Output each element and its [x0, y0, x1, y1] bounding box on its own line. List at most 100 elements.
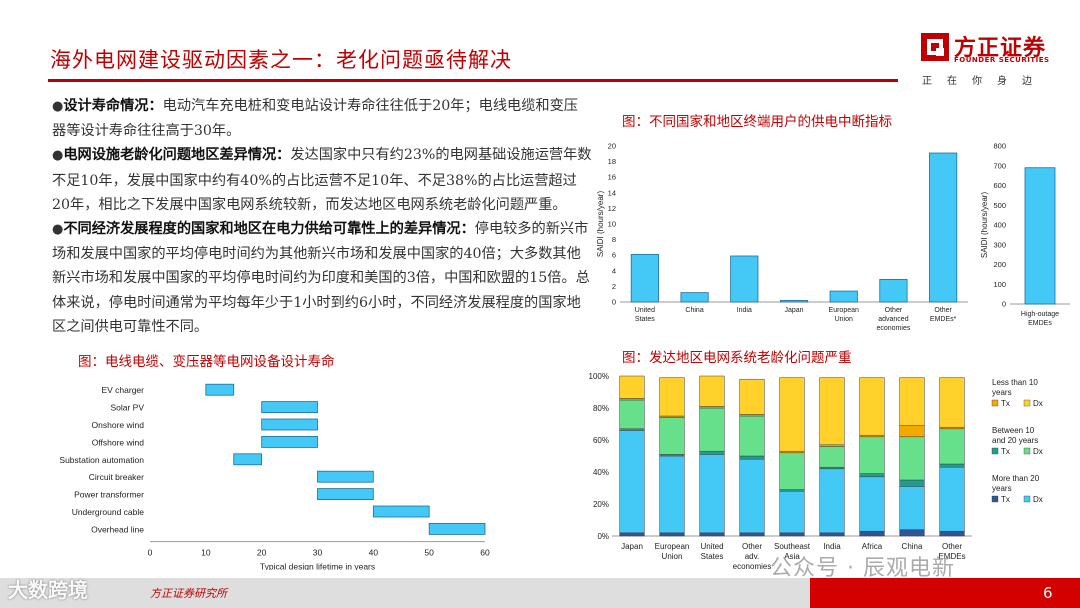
- legend-group-label: Less than 10 years: [992, 378, 1038, 397]
- y-tick-label: 14: [608, 188, 616, 197]
- stack-segment: [699, 454, 725, 534]
- x-tick-label: 30: [313, 548, 323, 558]
- stack-segment: [819, 468, 845, 534]
- bullet-icon: ●: [52, 148, 64, 164]
- paragraph-text: 停电较多的新兴市场和发展中国家的平均停电时间约为其他新兴市场和发展中国家的40倍…: [52, 221, 590, 335]
- y-tick-label: 700: [993, 161, 1006, 170]
- stack-segment: [899, 486, 925, 530]
- stack-segment: [899, 425, 925, 438]
- range-bar: [428, 522, 486, 535]
- bullet-icon: ●: [52, 222, 64, 238]
- stack-segment: [739, 455, 765, 460]
- paragraph-aging-difference: ●电网设施老龄化问题地区差异情况：发达国家中只有约23%的电网基础设施运营年数不…: [52, 143, 592, 217]
- y-tick-label: 500: [993, 201, 1006, 210]
- saidi-bar: [730, 255, 759, 303]
- stack-segment: [619, 399, 645, 430]
- stack-segment: [859, 530, 885, 537]
- stack-segment: [859, 436, 885, 474]
- stack-segment: [899, 479, 925, 487]
- y-tick-label: 40%: [593, 468, 609, 477]
- watermark-right: 公众号 · 辰观电新: [770, 556, 955, 581]
- range-bar: [261, 436, 318, 448]
- saidi-bar: [680, 292, 709, 303]
- saidi-bar: [829, 290, 858, 303]
- range-bar: [261, 401, 318, 414]
- x-tick-label: 0: [148, 548, 153, 558]
- paragraph-text: 发达国家中只有约23%的电网基础设施运营年数不足10年，发展中国家中约有40%的…: [52, 147, 592, 213]
- legend-group-label: More than 20 years: [992, 474, 1040, 493]
- paragraph-text: 电动汽车充电桩和变电站设计寿命往往低于20年；电线电缆和变压器等设计寿命往往高于…: [52, 98, 578, 140]
- paragraph-heading: 设计寿命情况：: [63, 98, 163, 114]
- legend-label: Dx: [1033, 447, 1043, 456]
- x-tick-label: 40: [369, 548, 379, 558]
- watermark-left: 大数跨境: [8, 578, 88, 602]
- y-tick-label: 6: [612, 251, 616, 260]
- category-label: United States: [700, 542, 723, 561]
- saidi-bar: [929, 152, 958, 303]
- category-label: Circuit breaker: [89, 472, 144, 482]
- stack-segment: [779, 377, 805, 452]
- stack-segment: [619, 430, 645, 534]
- stack-segment: [619, 375, 645, 399]
- stack-segment: [699, 450, 725, 455]
- x-tick-label: 60: [480, 548, 490, 558]
- stack-segment: [939, 530, 965, 537]
- range-bar: [205, 383, 235, 396]
- y-tick-label: 8: [612, 235, 616, 244]
- stack-segment: [859, 476, 885, 532]
- category-label: Offshore wind: [92, 437, 145, 447]
- category-label: Other advanced economies: [876, 307, 910, 332]
- legend-swatch: [1023, 399, 1031, 407]
- paragraph-heading: 不同经济发展程度的国家和地区在电力供给可靠性上的差异情况：: [63, 221, 475, 238]
- range-bar: [317, 470, 374, 483]
- legend-label: Tx: [1001, 447, 1010, 456]
- x-axis-title: Typical design lifetime in years: [260, 562, 375, 570]
- logo-mark-icon: [921, 33, 949, 61]
- y-tick-label: 12: [608, 204, 616, 213]
- range-bar: [317, 488, 374, 500]
- y-tick-label: 4: [612, 266, 616, 275]
- stack-segment: [659, 377, 685, 417]
- category-label: Other adv. economies: [733, 542, 772, 571]
- y-tick-label: 2: [612, 282, 616, 291]
- y-tick-label: 800: [993, 142, 1006, 151]
- logo-slogan: 正在你身边: [922, 76, 1047, 87]
- y-tick-label: 20%: [593, 500, 609, 509]
- y-axis-title: SAIDI (hours/year): [596, 191, 605, 258]
- y-tick-label: 20: [608, 142, 616, 151]
- y-tick-label: 18: [608, 157, 616, 166]
- x-tick-label: 10: [201, 548, 211, 558]
- stack-segment: [819, 532, 845, 537]
- saidi-bar: [1024, 167, 1056, 305]
- y-tick-label: 60%: [593, 436, 609, 445]
- stack-segment: [739, 378, 765, 415]
- category-label: Africa: [862, 542, 883, 551]
- legend-group-label: Between 10 and 20 years: [992, 426, 1038, 445]
- stack-segment: [859, 377, 885, 436]
- stack-segment: [779, 532, 805, 537]
- stack-segment: [619, 532, 645, 537]
- y-tick-label: 0: [612, 298, 616, 307]
- legend-label: Tx: [1001, 495, 1010, 504]
- saidi-bar: [879, 278, 908, 303]
- aging-chart-caption: 图：发达地区电网系统老龄化问题严重: [622, 350, 852, 366]
- logo-name: 方正证券: [954, 36, 1047, 61]
- legend-swatch: [991, 447, 999, 455]
- stack-segment: [699, 375, 725, 407]
- saidi-bar-chart: 0 2 4 6 8 10 12 14 16 18 20 SAIDI (hours/year) Unite…: [596, 142, 968, 332]
- y-tick-label: 0%: [597, 532, 609, 541]
- x-tick-label: 50: [424, 548, 434, 558]
- saidi-bar: [779, 300, 809, 303]
- category-label: EV charger: [101, 385, 144, 395]
- y-tick-label: 100: [993, 280, 1006, 289]
- page-number: 6: [1043, 584, 1053, 602]
- paragraph-design-life: ●设计寿命情况：电动汽车充电桩和变电站设计寿命往往低于20年；电线电缆和变压器等…: [52, 94, 592, 143]
- footer-source: 方正证券研究所: [150, 587, 227, 600]
- saidi-high-outage-chart: 0 100 200 300 400 500 600 700 800 SAIDI (hours/ye…: [980, 142, 1070, 327]
- legend-label: Tx: [1001, 399, 1010, 408]
- stack-segment: [739, 458, 765, 534]
- legend-label: Dx: [1033, 495, 1043, 504]
- stack-segment: [699, 532, 725, 537]
- paragraph-reliability: ●不同经济发展程度的国家和地区在电力供给可靠性上的差异情况：停电较多的新兴市场和…: [52, 217, 592, 339]
- category-label: Solar PV: [110, 403, 144, 413]
